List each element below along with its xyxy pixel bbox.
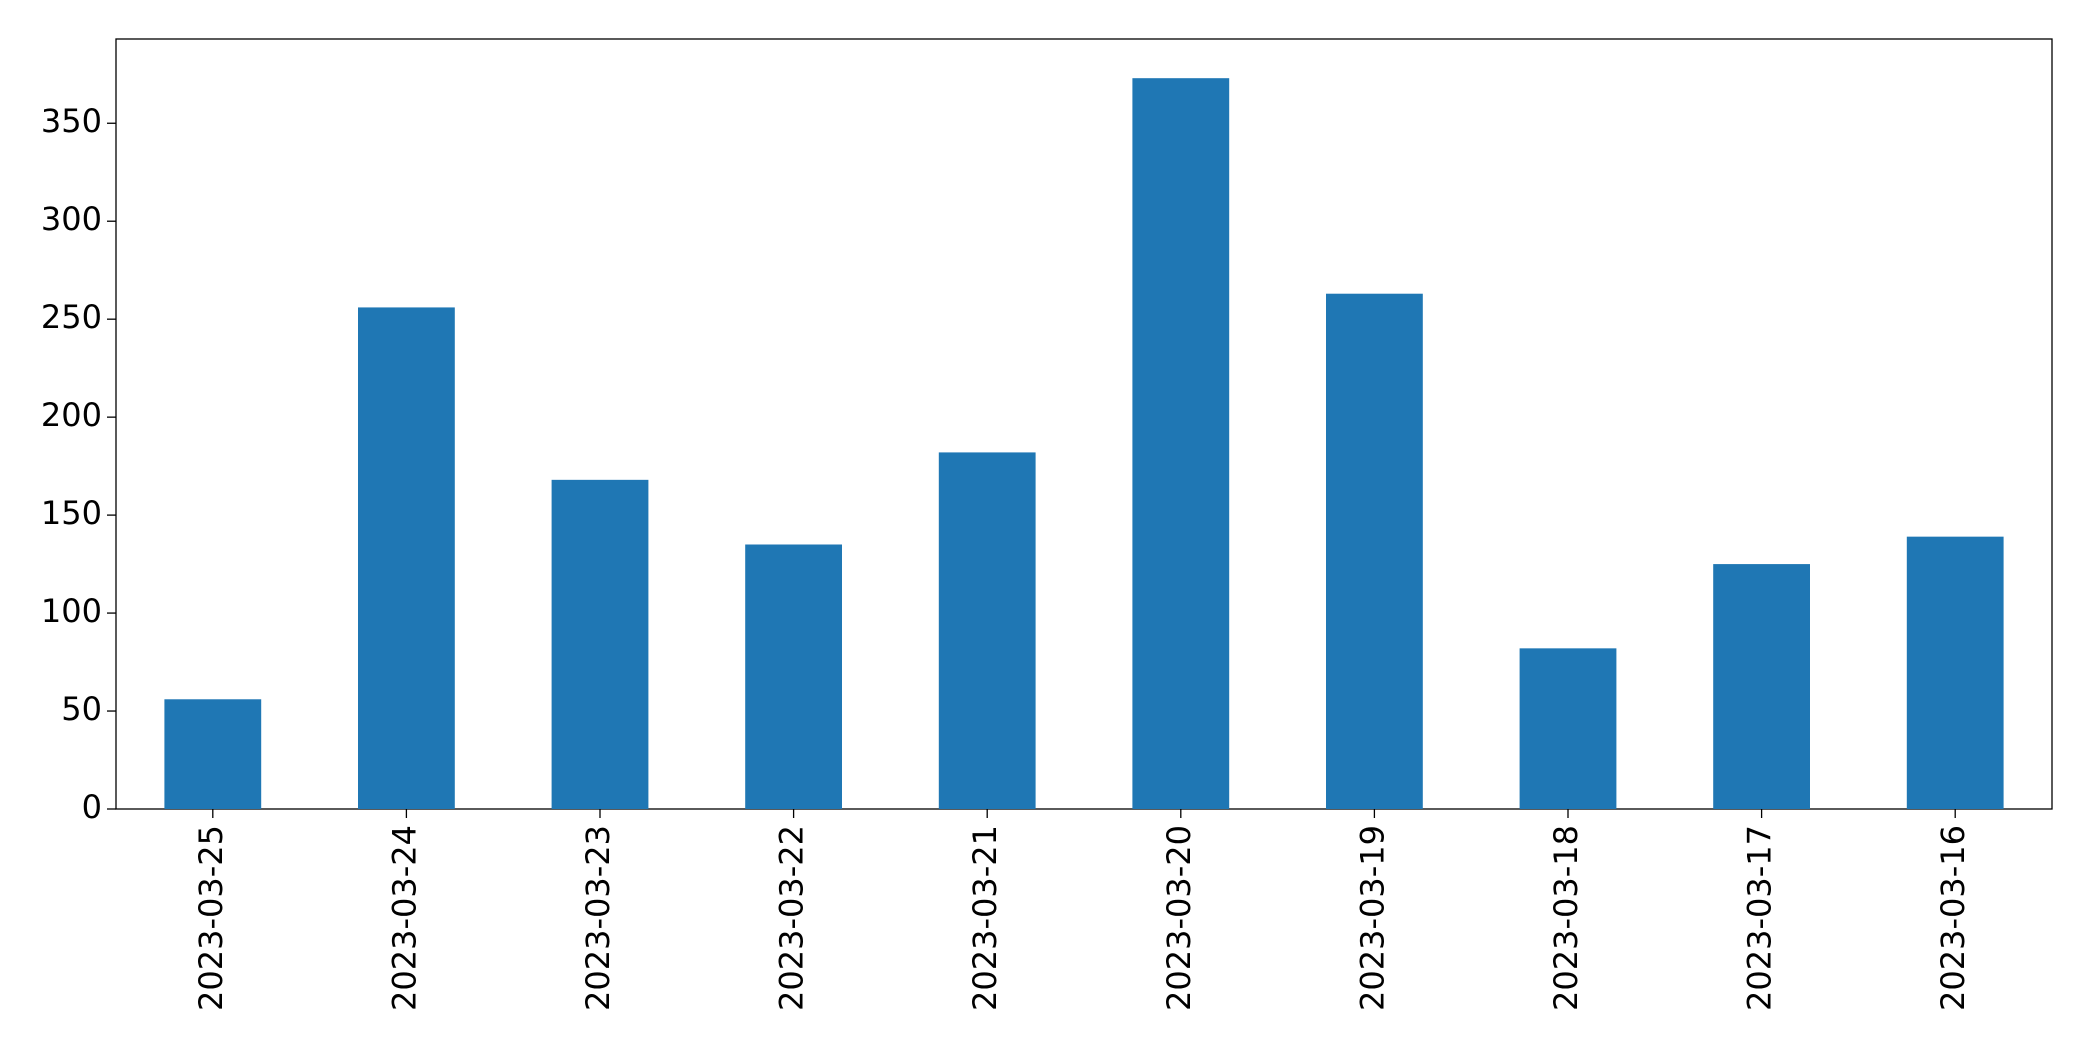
y-tick-label: 300 (41, 200, 102, 238)
y-tick-label: 0 (82, 788, 102, 826)
bar (164, 699, 262, 809)
bar (1132, 78, 1230, 810)
y-tick-label: 250 (41, 298, 102, 336)
bar (1519, 648, 1617, 809)
bar (745, 544, 842, 809)
y-tick-label: 350 (41, 102, 102, 140)
x-tick-label: 2023-03-19 (1353, 825, 1391, 1011)
y-tick-label: 50 (61, 690, 102, 728)
x-tick-label: 2023-03-23 (579, 825, 617, 1011)
x-tick-label: 2023-03-21 (966, 825, 1004, 1011)
plot-frame (115, 38, 2053, 810)
x-tick-label: 2023-03-24 (385, 825, 423, 1011)
x-tick-label: 2023-03-18 (1547, 825, 1585, 1011)
bar (358, 307, 455, 809)
bar (551, 479, 649, 809)
x-tick-label: 2023-03-25 (192, 825, 230, 1011)
bar (1713, 564, 1810, 809)
x-tick-label: 2023-03-17 (1741, 825, 1779, 1011)
bar (938, 452, 1036, 809)
x-tick-label: 2023-03-20 (1160, 825, 1198, 1011)
bar (1906, 536, 2004, 809)
x-tick-label: 2023-03-16 (1934, 825, 1972, 1011)
y-tick-label: 200 (41, 396, 102, 434)
bar (1326, 293, 1423, 809)
y-tick-label: 100 (41, 592, 102, 630)
y-tick-label: 150 (41, 494, 102, 532)
x-tick-label: 2023-03-22 (773, 825, 811, 1011)
